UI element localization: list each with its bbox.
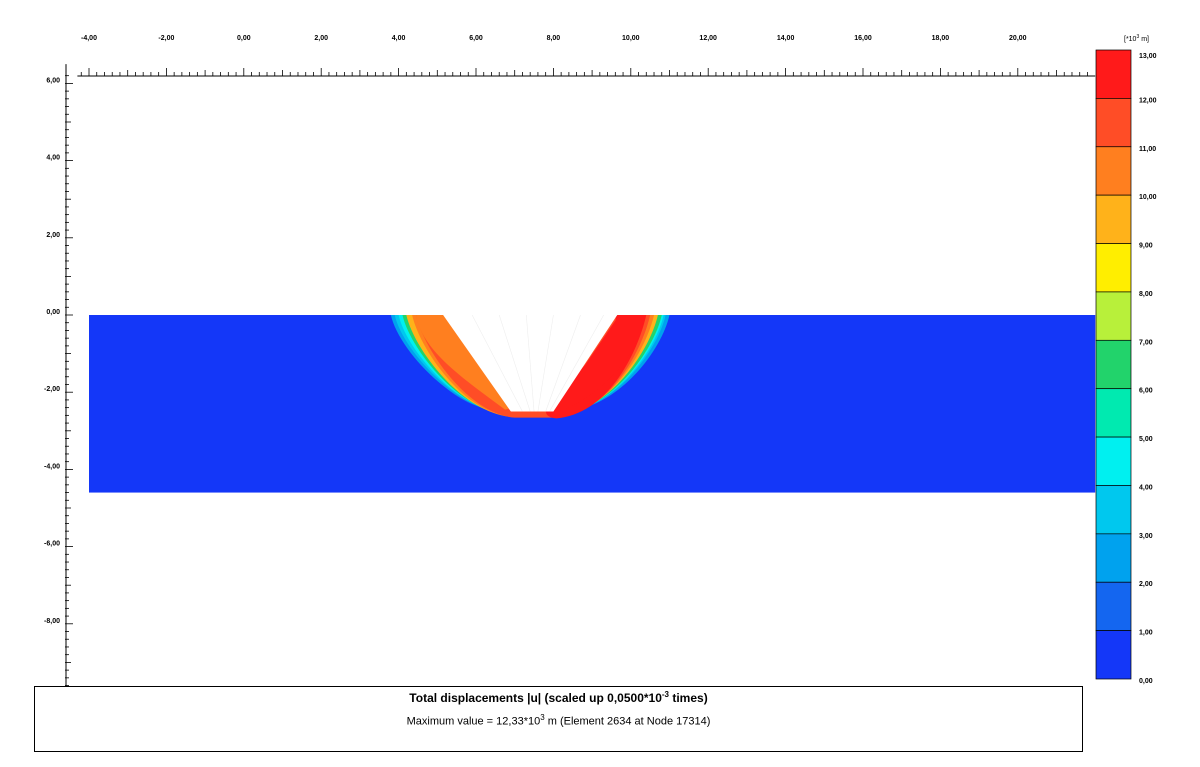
x-tick-label: 16,00 xyxy=(854,35,872,42)
x-tick-label: 6,00 xyxy=(469,35,483,42)
colorbar-swatch xyxy=(1095,98,1132,148)
colorbar-swatch xyxy=(1095,49,1132,99)
colorbar-swatch xyxy=(1095,243,1132,293)
colorbar-swatch xyxy=(1095,581,1132,631)
colorbar-tick-label: 3,00 xyxy=(1139,533,1153,540)
mesh-line xyxy=(498,314,531,412)
colorbar-swatch xyxy=(1095,436,1132,486)
mesh-line xyxy=(545,314,581,412)
colorbar-swatch xyxy=(1095,533,1132,583)
y-tick-label: 2,00 xyxy=(46,232,60,239)
y-tick-label: 0,00 xyxy=(46,309,60,316)
title-text: Total displacements |u| (scaled up 0,050… xyxy=(409,691,662,705)
max-prefix: Maximum value = 12,33*10 xyxy=(406,715,541,728)
max-suffix: m (Element 2634 at Node 17314) xyxy=(544,715,711,728)
y-tick-label: -2,00 xyxy=(44,386,60,393)
colorbar-unit-prefix: [*10 xyxy=(1124,36,1137,43)
mesh-line xyxy=(471,314,523,412)
colorbar-tick-label: 4,00 xyxy=(1139,484,1153,491)
x-tick-label: -4,00 xyxy=(81,35,97,42)
max-exponent: 3 xyxy=(540,713,545,722)
colorbar-unit-exponent: 3 xyxy=(1136,34,1139,40)
x-tick-label: 12,00 xyxy=(699,35,717,42)
mesh-line xyxy=(549,314,604,412)
colorbar-swatch xyxy=(1095,194,1132,244)
displacement-contour xyxy=(416,315,513,410)
title-exponent: -3 xyxy=(661,690,670,699)
colorbar-tick-label: 8,00 xyxy=(1139,291,1153,298)
colorbar-tick-label: 1,00 xyxy=(1139,630,1153,637)
colorbar-swatch xyxy=(1095,630,1132,680)
x-tick-label: 20,00 xyxy=(1009,35,1027,42)
title-suffix: times) xyxy=(669,691,708,705)
x-tick-label: 2,00 xyxy=(314,35,328,42)
colorbar-swatch xyxy=(1095,339,1132,390)
colorbar-swatch xyxy=(1095,291,1132,341)
colorbar-tick-label: 11,00 xyxy=(1139,146,1156,153)
colorbar-tick-label: 2,00 xyxy=(1139,581,1153,588)
colorbar-swatch xyxy=(1095,146,1132,196)
caption-box: Total displacements |u| (scaled up 0,050… xyxy=(34,686,1083,752)
maximum-value-text: Maximum value = 12,33*103 m (Element 263… xyxy=(35,713,1082,728)
colorbar-swatch xyxy=(1095,388,1132,438)
colorbar-tick-label: 5,00 xyxy=(1139,436,1153,443)
excavation-mesh xyxy=(471,314,604,412)
displacement-contour xyxy=(553,315,645,412)
x-tick-label: 18,00 xyxy=(932,35,950,42)
y-tick-label: 6,00 xyxy=(46,77,60,84)
colorbar-tick-label: 7,00 xyxy=(1139,339,1153,346)
colorbar-unit-label: [*103 m] xyxy=(1124,34,1149,43)
x-tick-label: 10,00 xyxy=(622,35,640,42)
colorbar-tick-label: 9,00 xyxy=(1139,243,1153,250)
colorbar-swatch xyxy=(1095,485,1132,535)
x-tick-label: 8,00 xyxy=(547,35,561,42)
x-tick-label: 14,00 xyxy=(777,35,795,42)
mesh-line xyxy=(537,314,554,412)
colorbar-tick-label: 13,00 xyxy=(1139,53,1157,60)
colorbar-tick-label: 6,00 xyxy=(1139,388,1153,395)
x-tick-label: 4,00 xyxy=(392,35,406,42)
colorbar-tick-label: 0,00 xyxy=(1139,678,1153,685)
colorbar-unit-suffix: m] xyxy=(1139,36,1149,43)
mesh-line xyxy=(526,314,535,412)
y-tick-label: -8,00 xyxy=(44,618,60,625)
y-tick-label: -6,00 xyxy=(44,541,60,548)
x-tick-label: -2,00 xyxy=(158,35,174,42)
y-tick-label: 4,00 xyxy=(46,155,60,162)
colorbar-tick-label: 10,00 xyxy=(1139,194,1157,201)
colorbar-tick-label: 12,00 xyxy=(1139,97,1157,104)
plot-title: Total displacements |u| (scaled up 0,050… xyxy=(35,690,1082,705)
x-tick-label: 0,00 xyxy=(237,35,251,42)
y-tick-label: -4,00 xyxy=(44,463,60,470)
